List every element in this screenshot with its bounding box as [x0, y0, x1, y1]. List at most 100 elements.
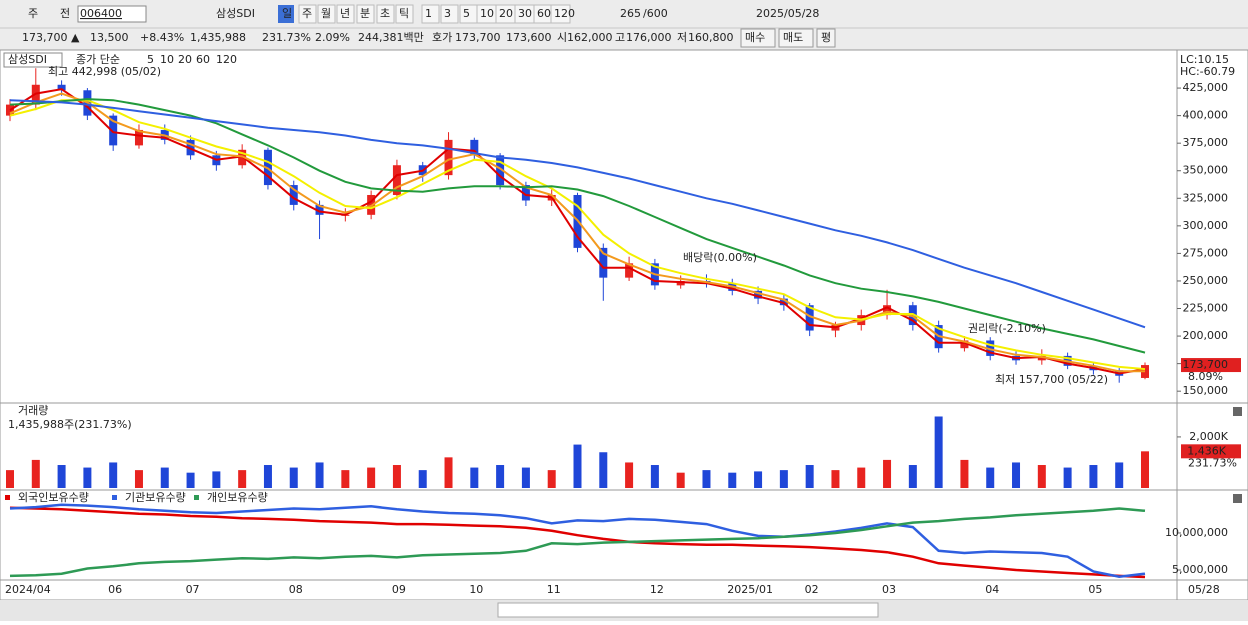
- btn[interactable]: [421, 4, 440, 24]
- annotation: 최고 442,998 (05/02): [48, 65, 161, 78]
- toolbar-text[interactable]: 10: [480, 7, 494, 20]
- legend-item[interactable]: 5: [147, 53, 154, 66]
- y-tick-label: 275,000: [1183, 246, 1229, 259]
- legend-item[interactable]: 60: [196, 53, 210, 66]
- volume-bar: [1115, 462, 1124, 488]
- volume-bar: [986, 467, 995, 488]
- toolbar-text[interactable]: 전: [60, 7, 70, 20]
- legend-item[interactable]: 10: [160, 53, 174, 66]
- volume-bar: [521, 467, 530, 488]
- toolbar-text[interactable]: 월: [321, 7, 331, 20]
- quote-text: 저: [677, 31, 687, 44]
- quote-text: 244,381백만: [358, 31, 424, 44]
- line: [9, 92, 1145, 373]
- volume-bar: [418, 470, 427, 488]
- toolbar-text[interactable]: 265: [620, 7, 641, 20]
- quote-text: 231.73%: [262, 31, 311, 44]
- volume-bar: [908, 465, 917, 488]
- volume-bar: [315, 462, 324, 488]
- candle-body: [883, 305, 892, 316]
- volume-bar: [934, 416, 943, 488]
- toolbar-text[interactable]: 1: [425, 7, 432, 20]
- x-end-label: 05/28: [1188, 583, 1220, 596]
- candle-body: [496, 155, 505, 186]
- volume-bar: [1012, 462, 1021, 488]
- line: [9, 506, 1146, 579]
- panel-subtitle: 1,435,988주(231.73%): [8, 418, 132, 431]
- toolbar-text[interactable]: 5: [463, 7, 470, 20]
- volume-bar: [650, 465, 659, 488]
- toolbar-text[interactable]: 초: [380, 7, 390, 20]
- quote-text: 160,800: [688, 31, 734, 44]
- btn[interactable]: [440, 4, 459, 24]
- quote-text: 13,500: [90, 31, 129, 44]
- period-active[interactable]: [278, 5, 294, 23]
- trade-btn[interactable]: [740, 28, 776, 48]
- trade-btn[interactable]: [816, 28, 836, 48]
- quote-text[interactable]: 매도: [783, 31, 803, 44]
- code-box[interactable]: [77, 5, 147, 23]
- toolbar-text[interactable]: 분: [360, 7, 370, 20]
- toolbar-text[interactable]: 삼성SDI: [216, 7, 255, 20]
- legend-item[interactable]: 기관보유수량: [125, 491, 186, 504]
- candle-body: [186, 139, 195, 156]
- trade-btn[interactable]: [778, 28, 814, 48]
- toolbar-text[interactable]: 60: [537, 7, 551, 20]
- btn[interactable]: [550, 4, 571, 24]
- btn[interactable]: [376, 4, 395, 24]
- quote-text[interactable]: 매수: [745, 31, 765, 44]
- legend-item[interactable]: 120: [216, 53, 237, 66]
- volume-bar: [599, 452, 608, 488]
- volume-bar: [779, 470, 788, 488]
- scroll-thumb[interactable]: [497, 602, 879, 618]
- toolbar-text[interactable]: 30: [518, 7, 532, 20]
- volume-bar: [857, 467, 866, 488]
- toolbar-text[interactable]: 틱: [399, 7, 409, 20]
- legend-item[interactable]: 개인보유수량: [207, 491, 268, 504]
- btn[interactable]: [298, 4, 317, 24]
- lc-label: LC:10.15: [1180, 53, 1229, 66]
- candle-body: [444, 139, 453, 176]
- legend-item[interactable]: 20: [178, 53, 192, 66]
- y-tick-label: 5,000,000: [1172, 563, 1228, 576]
- x-tick-label: 06: [108, 583, 122, 596]
- x-tick-label: 2024/04: [5, 583, 51, 596]
- toolbar-text[interactable]: 120: [554, 7, 575, 20]
- close-btn[interactable]: [1233, 407, 1242, 416]
- volume-bar: [470, 467, 479, 488]
- x-tick-label: 2025/01: [727, 583, 773, 596]
- quote-text: 173,700 ▲: [22, 31, 80, 44]
- toolbar-text[interactable]: 일: [282, 6, 292, 20]
- y-tick-label: 300,000: [1183, 219, 1229, 232]
- toolbar-text[interactable]: 006400: [80, 7, 122, 20]
- y-tick-label: 250,000: [1183, 274, 1229, 287]
- toolbar-text[interactable]: 년: [340, 7, 350, 20]
- quote-text[interactable]: 평: [821, 31, 831, 44]
- toolbar-text[interactable]: 2025/05/28: [756, 7, 819, 20]
- legend-item[interactable]: 외국인보유수량: [18, 491, 89, 504]
- y-tick-label: 400,000: [1183, 109, 1229, 122]
- quote-text: 1,435,988: [190, 31, 246, 44]
- toolbar-text[interactable]: 20: [499, 7, 513, 20]
- volume-bar: [960, 459, 969, 488]
- toolbar-text[interactable]: 주: [28, 7, 38, 20]
- btn[interactable]: [395, 4, 414, 24]
- candle-body: [779, 298, 788, 306]
- toolbar-text[interactable]: /600: [643, 7, 668, 20]
- x-tick-label: 05: [1088, 583, 1102, 596]
- x-tick-label: 09: [392, 583, 406, 596]
- line: [9, 99, 1146, 371]
- btn[interactable]: [317, 4, 336, 24]
- annotation: 권리락(-2.10%): [968, 322, 1046, 335]
- y-tick-label: 325,000: [1183, 191, 1229, 204]
- quote-text: 173,600: [506, 31, 552, 44]
- toolbar-text[interactable]: 3: [444, 7, 451, 20]
- btn[interactable]: [356, 4, 375, 24]
- volume-bar: [341, 470, 350, 488]
- y-tick-label: 225,000: [1183, 302, 1229, 315]
- toolbar-text[interactable]: 주: [302, 7, 312, 20]
- close-btn[interactable]: [1233, 494, 1242, 503]
- btn[interactable]: [336, 4, 355, 24]
